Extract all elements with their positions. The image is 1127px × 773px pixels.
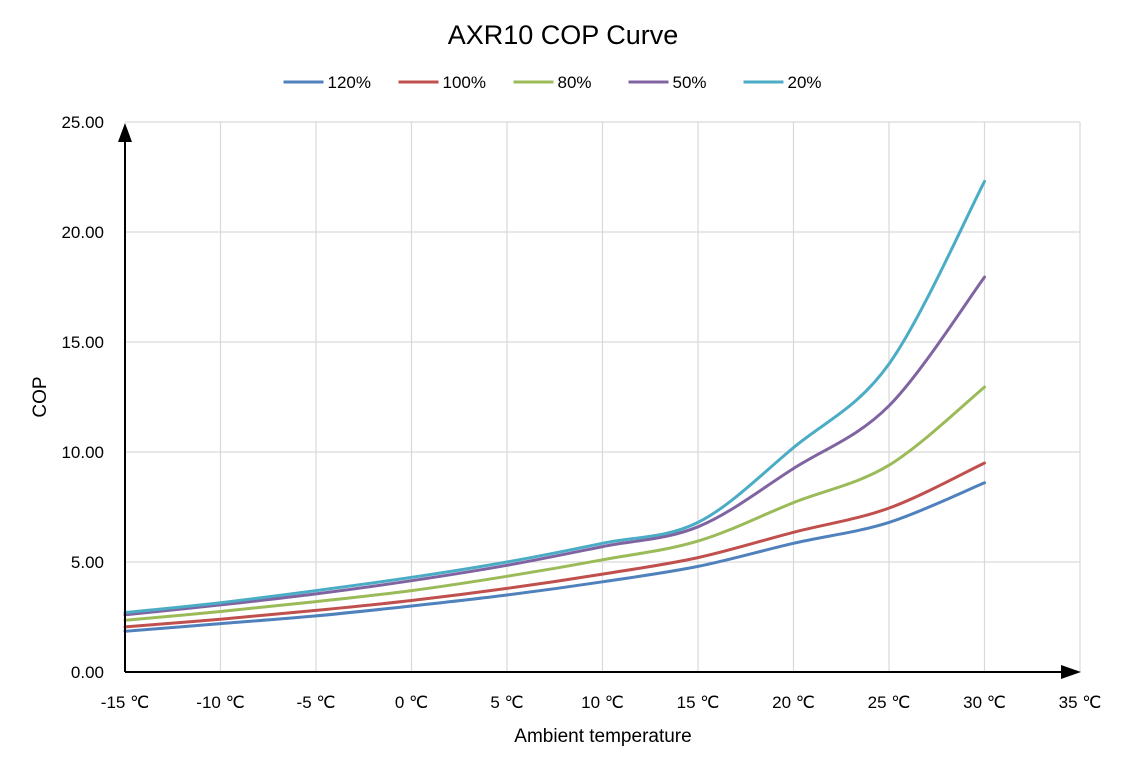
x-tick-label: -5 ℃ — [297, 693, 336, 712]
x-tick-label: 30 ℃ — [963, 693, 1006, 712]
y-axis-label: COP — [30, 376, 51, 417]
y-tick-label: 0.00 — [71, 663, 104, 682]
series-line-50pct — [123, 275, 986, 617]
axes — [118, 123, 1081, 679]
series-line-80pct — [123, 385, 986, 622]
x-tick-label: -10 ℃ — [196, 693, 244, 712]
y-axis-arrow — [118, 123, 132, 142]
x-tick-label: 15 ℃ — [677, 693, 720, 712]
y-tick-label: 5.00 — [71, 553, 104, 572]
legend-label: 100% — [443, 73, 486, 92]
x-axis-arrow — [1061, 665, 1081, 679]
legend-label: 120% — [328, 73, 371, 92]
x-tick-label: 20 ℃ — [772, 693, 815, 712]
x-tick-label: -15 ℃ — [101, 693, 149, 712]
y-tick-label: 10.00 — [61, 443, 104, 462]
x-axis-label: Ambient temperature — [514, 726, 691, 747]
legend-label: 50% — [673, 73, 707, 92]
tick-labels: -15 ℃ -10 ℃ -5 ℃ 0 ℃ 5 ℃ 10 ℃ 15 ℃ 20 ℃ 25 ℃ 30 ℃… — [61, 113, 1101, 712]
y-tick-label: 15.00 — [61, 333, 104, 352]
y-tick-label: 25.00 — [61, 113, 104, 132]
x-tick-label: 35 ℃ — [1059, 693, 1102, 712]
y-tick-label: 20.00 — [61, 223, 104, 242]
x-tick-label: 10 ℃ — [581, 693, 624, 712]
x-tick-label: 0 ℃ — [395, 693, 428, 712]
gridlines — [125, 121, 1081, 672]
series-line-120pct — [123, 481, 986, 633]
series-line-20pct — [123, 179, 986, 615]
x-tick-label: 5 ℃ — [490, 693, 523, 712]
legend-label: 20% — [788, 73, 822, 92]
series-line-100pct — [123, 461, 986, 629]
chart-title: AXR10 COP Curve — [448, 20, 679, 50]
x-tick-label: 25 ℃ — [868, 693, 911, 712]
series-lines — [123, 179, 986, 633]
legend-label: 80% — [558, 73, 592, 92]
legend: 120% 100% 80% 50% 20% — [283, 73, 822, 92]
